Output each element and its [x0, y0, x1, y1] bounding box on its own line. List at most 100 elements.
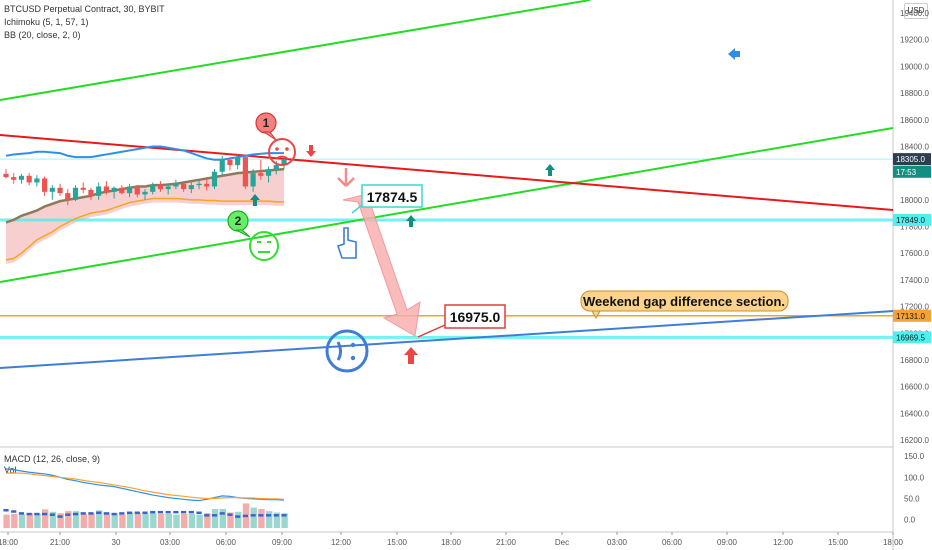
volume-bar: [142, 513, 149, 528]
macd-histogram-bar: [227, 513, 233, 516]
confused-face-icon: [325, 329, 369, 373]
note-tail: [591, 310, 601, 320]
signal-line: [6, 472, 285, 500]
y-tick-label: 16600.0: [900, 383, 929, 392]
x-tick-label: 06:00: [216, 538, 237, 547]
pointing-hand-icon: [336, 227, 357, 259]
horizontal-levels: [0, 158, 893, 339]
x-tick-label: Dec: [555, 538, 569, 547]
x-tick-label: 30: [112, 538, 121, 547]
y-tick-label: 18000.0: [900, 196, 929, 205]
macd-histogram-bar: [281, 514, 287, 517]
candle-body: [26, 175, 32, 183]
legend-bb: BB (20, close, 2, 0): [4, 30, 81, 40]
volume-bar: [88, 513, 95, 528]
macd-tick-label: 100.0: [904, 473, 925, 482]
macd-histogram-bar: [49, 513, 55, 516]
macd-histogram-bar: [80, 512, 86, 515]
price-label-bg: [893, 213, 931, 226]
x-tick-label: 09:00: [272, 538, 293, 547]
y-tick-label: 19400.0: [900, 9, 929, 18]
macd-tick-label: 50.0: [904, 494, 920, 503]
candle-body: [11, 177, 17, 180]
lower-green-trendline: [0, 127, 894, 283]
candle-body: [126, 186, 133, 194]
candle-body: [227, 159, 233, 166]
x-tick-label: 18:00: [883, 538, 904, 547]
face-eye: [350, 342, 356, 348]
volume-bar: [281, 513, 288, 528]
cloud-area: [6, 169, 284, 264]
face-eye: [350, 355, 356, 361]
y-tick-label: 17600.0: [900, 249, 929, 258]
callout-pointer: [417, 324, 446, 338]
marker-1-label: 1: [263, 116, 270, 130]
y-tick-label: 18400.0: [900, 142, 929, 151]
neutral-face-icon: [249, 231, 279, 261]
price-label-bg: [893, 165, 931, 178]
volume-bar: [219, 509, 227, 528]
macd-histogram-bar: [181, 510, 187, 514]
volume-bar: [3, 514, 10, 528]
candlesticks: [3, 154, 287, 206]
macd-histogram-bar: [157, 510, 164, 514]
candle-body: [3, 173, 9, 178]
x-tick-label: 12:00: [773, 538, 794, 547]
macd-histogram-bar: [57, 515, 63, 518]
candle-body: [34, 178, 40, 183]
x-tick-label: 21:00: [496, 538, 517, 547]
volume-bar: [96, 510, 103, 528]
volume-bar: [165, 513, 172, 528]
candle-body: [258, 173, 264, 176]
macd-histogram-bar: [196, 511, 202, 515]
legend-macd: MACD (12, 26, close, 9): [4, 454, 101, 464]
volume-bar: [42, 509, 49, 528]
candle-body: [157, 185, 164, 190]
x-tick-label: 03:00: [607, 538, 628, 547]
candle-body: [142, 191, 148, 195]
volume-bar: [26, 513, 33, 528]
macd-histogram-bar: [258, 514, 264, 517]
down-arrow-icon: [337, 168, 355, 187]
volume-bar: [188, 513, 196, 528]
macd-pane: 150.0 100.0 50.0 0.0: [3, 452, 925, 528]
currency-badge[interactable]: USD: [904, 3, 928, 19]
macd-histogram-bar: [88, 512, 94, 515]
volume-bar: [150, 513, 157, 528]
price-label: 16969.5: [896, 333, 925, 342]
note-box: [580, 290, 789, 312]
candle-body: [119, 187, 125, 194]
macd-histogram-bar: [188, 510, 194, 514]
volume-bar: [204, 513, 211, 528]
callout-17874-text: 17874.5: [367, 189, 418, 205]
volume-bar: [65, 511, 72, 528]
left-arrow-icon: [728, 48, 740, 60]
note-text: Weekend gap difference section.: [583, 294, 785, 309]
candle-body: [235, 157, 241, 166]
x-tick-label: 06:00: [662, 538, 683, 547]
legend-vol: Vol: [4, 465, 17, 475]
candle-body: [42, 178, 48, 192]
volume-bar: [11, 513, 18, 528]
macd-histogram-bar: [235, 515, 241, 518]
volume-bar: [80, 513, 88, 528]
volume-bar: [18, 514, 26, 528]
ichimoku-cloud: [6, 169, 284, 264]
ichimoku-base-line: [5, 167, 285, 224]
macd-histogram-bar: [18, 512, 25, 515]
macd-histogram-bar: [211, 514, 218, 517]
macd-histogram-bar: [72, 512, 79, 516]
down-arrow-icon: [306, 145, 316, 157]
volume-bar: [250, 507, 257, 528]
x-tick-label: 03:00: [160, 538, 181, 547]
y-tick-label: 18600.0: [900, 116, 929, 125]
up-arrow-icon: [250, 194, 260, 206]
macd-histogram-bar: [204, 514, 210, 517]
macd-histogram-bar: [173, 510, 179, 514]
x-tick-label: 18:00: [0, 538, 19, 547]
price-label: 17849.0: [896, 216, 925, 225]
x-tick-label: 15:00: [828, 538, 849, 547]
candle-body: [281, 159, 287, 166]
volume-bar: [49, 511, 57, 528]
